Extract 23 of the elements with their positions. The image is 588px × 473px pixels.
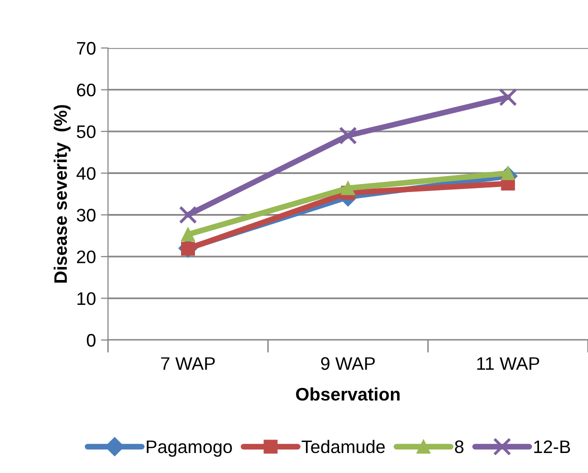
x-tick-label: 9 WAP [321, 357, 375, 370]
x-tick-label: 7 WAP [161, 357, 215, 370]
y-tick-label: 50 [76, 125, 96, 138]
y-tick-label: 30 [76, 208, 96, 222]
point [341, 181, 355, 196]
y-tick-label: 10 [77, 292, 96, 306]
y-tick-label: 40 [76, 167, 96, 180]
point [338, 126, 358, 145]
y-axis-title: Disease severity (%) [54, 105, 71, 283]
legend-label: Pagamogo [146, 440, 232, 457]
x-axis-title: Observation [296, 387, 400, 401]
y-tick-label: 70 [77, 42, 96, 55]
y-tick-label: 20 [77, 250, 96, 264]
point [498, 88, 518, 106]
point [501, 166, 515, 180]
legend-label: 12-B [534, 440, 570, 454]
point [178, 206, 198, 224]
y-tick-label: 0 [86, 334, 96, 347]
x-tick-label: 11 WAP [477, 357, 540, 370]
point [181, 228, 195, 242]
legend-label: 8 [454, 440, 464, 454]
legend-label: Tedamude [302, 440, 385, 454]
y-tick-label: 60 [77, 84, 96, 96]
